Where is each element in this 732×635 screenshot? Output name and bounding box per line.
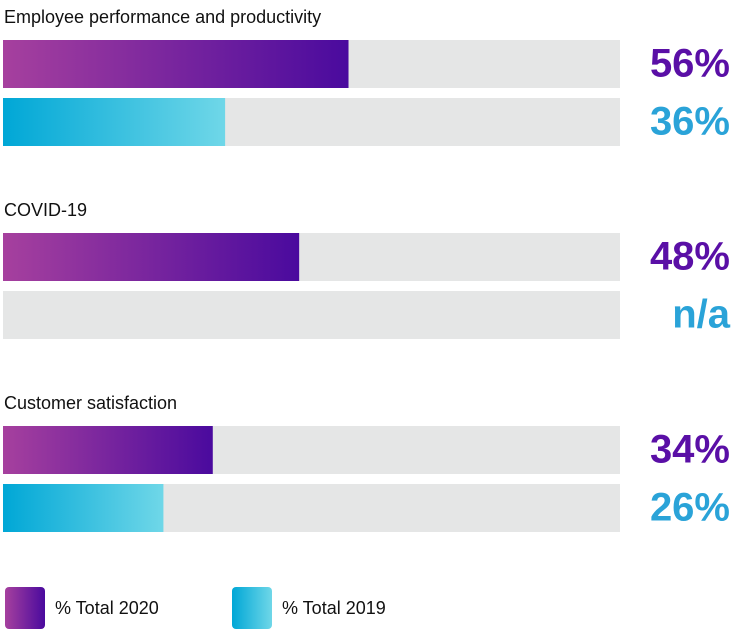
- value-label: 26%: [650, 486, 730, 530]
- bar: [3, 98, 226, 146]
- category-label: Employee performance and productivity: [4, 7, 321, 27]
- value-label: 36%: [650, 100, 730, 144]
- bar: [3, 484, 164, 532]
- bar: [3, 233, 300, 281]
- legend-swatch: [232, 587, 272, 629]
- legend-label: % Total 2020: [55, 598, 159, 618]
- bar-track: [3, 291, 620, 339]
- value-label: 48%: [650, 235, 730, 279]
- value-label: 34%: [650, 428, 730, 472]
- legend-swatch: [5, 587, 45, 629]
- category-label: Customer satisfaction: [4, 393, 177, 413]
- value-label: 56%: [650, 42, 730, 86]
- bar: [3, 426, 213, 474]
- value-label: n/a: [672, 293, 731, 337]
- category-label: COVID-19: [4, 200, 87, 220]
- legend-label: % Total 2019: [282, 598, 386, 618]
- bar: [3, 40, 349, 88]
